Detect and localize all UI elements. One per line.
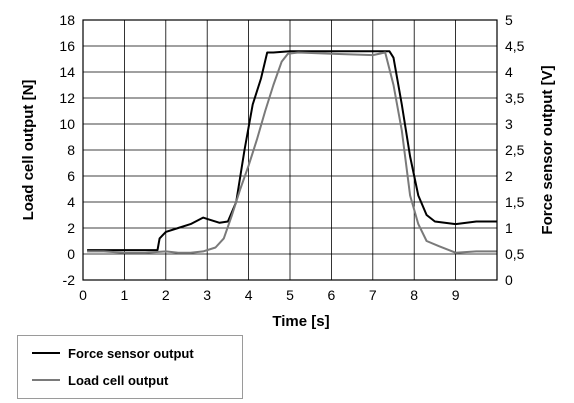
left-tick-label: 8 (67, 142, 75, 158)
left-tick-label: 0 (67, 246, 75, 262)
right-axis-title: Force sensor output [V] (539, 65, 556, 234)
x-tick-label: 1 (121, 287, 129, 303)
legend-item-load-cell: Load cell output (18, 369, 168, 391)
series-line-force-sensor (87, 50, 497, 252)
left-tick-label: 10 (59, 116, 75, 132)
legend: Force sensor output Load cell output (17, 335, 243, 399)
right-tick-label: 3 (505, 116, 513, 132)
left-tick-label: 6 (67, 168, 75, 184)
right-tick-label: 1,5 (505, 194, 525, 210)
x-axis-title: Time [s] (272, 313, 329, 330)
left-axis-title: Load cell output [N] (20, 80, 37, 221)
left-tick-label: -2 (63, 272, 76, 288)
legend-label-force-sensor: Force sensor output (68, 345, 194, 361)
x-tick-label: 9 (452, 287, 460, 303)
series-line-load-cell (87, 51, 497, 254)
legend-swatch-force-sensor (32, 352, 60, 354)
plot-frame (82, 19, 498, 281)
left-tick-label: 16 (59, 38, 75, 54)
left-tick-label: 4 (67, 194, 75, 210)
legend-item-force-sensor: Force sensor output (18, 342, 194, 364)
x-tick-label: 3 (203, 287, 211, 303)
x-tick-label: 8 (410, 287, 418, 303)
x-tick-label: 7 (369, 287, 377, 303)
right-tick-label: 0 (505, 272, 513, 288)
legend-label-load-cell: Load cell output (68, 372, 169, 388)
x-tick-label: 6 (328, 287, 336, 303)
right-tick-label: 1 (505, 220, 513, 236)
legend-swatch-load-cell (32, 379, 60, 381)
right-tick-label: 4 (505, 64, 513, 80)
right-tick-label: 2 (505, 168, 513, 184)
right-tick-label: 2,5 (505, 142, 525, 158)
left-tick-label: 2 (67, 220, 75, 236)
x-tick-label: 4 (245, 287, 253, 303)
x-tick-label: 5 (286, 287, 294, 303)
right-tick-label: 0,5 (505, 246, 525, 262)
left-tick-label: 14 (59, 64, 75, 80)
left-tick-label: 18 (59, 12, 75, 28)
right-tick-label: 5 (505, 12, 513, 28)
series-lines (87, 50, 497, 254)
x-tick-label: 0 (79, 287, 87, 303)
x-tick-label: 2 (162, 287, 170, 303)
right-tick-label: 4,5 (505, 38, 525, 54)
right-tick-label: 3,5 (505, 90, 525, 106)
left-tick-label: 12 (59, 90, 75, 106)
